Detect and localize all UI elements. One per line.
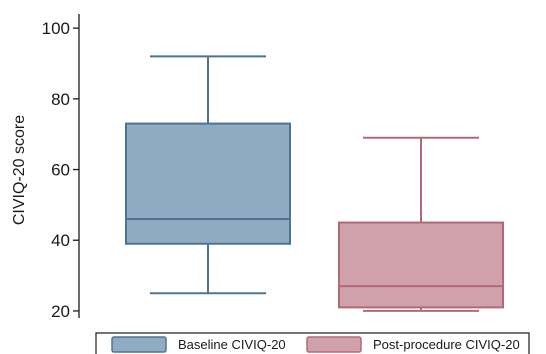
legend-swatch	[306, 336, 362, 353]
y-tick-label: 100	[42, 19, 70, 38]
y-axis-title: CIVIQ-20 score	[11, 115, 28, 225]
legend: Baseline CIVIQ-20 Post-procedure CIVIQ-20	[95, 332, 530, 354]
y-tick-label: 60	[51, 161, 70, 180]
y-tick-label: 80	[51, 90, 70, 109]
box-2	[338, 136, 504, 312]
box-1	[125, 55, 291, 295]
iqr-box	[338, 221, 504, 309]
legend-label: Baseline CIVIQ-20	[178, 337, 286, 352]
iqr-box	[125, 122, 291, 245]
y-tick-label: 40	[51, 231, 70, 250]
legend-swatch	[111, 336, 167, 353]
y-axis-ticks: 20 40 60 80 100	[42, 19, 79, 321]
legend-items: Baseline CIVIQ-20 Post-procedure CIVIQ-20	[111, 336, 520, 353]
legend-label: Post-procedure CIVIQ-20	[373, 337, 520, 352]
y-tick-label: 20	[51, 302, 70, 321]
boxes	[125, 55, 504, 312]
plot-area: 20 40 60 80 100 CIVIQ-20 score	[11, 14, 504, 321]
